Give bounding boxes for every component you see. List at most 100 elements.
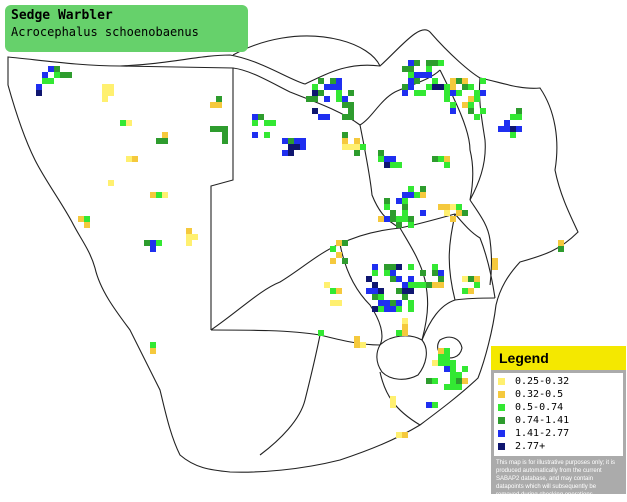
grid-cell bbox=[390, 270, 396, 276]
grid-cell bbox=[444, 84, 450, 90]
grid-cell bbox=[480, 108, 486, 114]
grid-cell bbox=[372, 306, 378, 312]
legend-swatch bbox=[498, 404, 505, 411]
grid-cell bbox=[462, 78, 468, 84]
grid-cell bbox=[450, 90, 456, 96]
grid-cell bbox=[396, 222, 402, 228]
grid-cell bbox=[468, 102, 474, 108]
grid-cell bbox=[432, 360, 438, 366]
grid-cell bbox=[396, 162, 402, 168]
legend-disclaimer: This map is for illustrative purposes on… bbox=[496, 460, 616, 498]
grid-cell bbox=[84, 222, 90, 228]
grid-cell bbox=[252, 114, 258, 120]
grid-cell bbox=[222, 138, 228, 144]
grid-cell bbox=[342, 114, 348, 120]
grid-cell bbox=[432, 60, 438, 66]
grid-cell bbox=[408, 66, 414, 72]
grid-cell bbox=[300, 138, 306, 144]
grid-cell bbox=[432, 264, 438, 270]
grid-cell bbox=[444, 210, 450, 216]
grid-cell bbox=[282, 138, 288, 144]
grid-cell bbox=[120, 120, 126, 126]
grid-cell bbox=[354, 138, 360, 144]
grid-cell bbox=[438, 348, 444, 354]
grid-cell bbox=[438, 360, 444, 366]
legend-swatch bbox=[498, 443, 505, 450]
grid-cell bbox=[282, 150, 288, 156]
grid-cell bbox=[450, 108, 456, 114]
grid-cell bbox=[378, 294, 384, 300]
grid-cell bbox=[408, 216, 414, 222]
grid-cell bbox=[78, 216, 84, 222]
grid-cell bbox=[396, 216, 402, 222]
grid-cell bbox=[210, 126, 216, 132]
grid-cell bbox=[462, 102, 468, 108]
grid-cell bbox=[252, 132, 258, 138]
grid-cell bbox=[408, 84, 414, 90]
grid-cell bbox=[348, 114, 354, 120]
grid-cell bbox=[456, 204, 462, 210]
grid-cell bbox=[384, 204, 390, 210]
grid-cell bbox=[516, 108, 522, 114]
grid-cell bbox=[426, 72, 432, 78]
grid-cell bbox=[438, 282, 444, 288]
grid-cell bbox=[252, 120, 258, 126]
grid-cell bbox=[468, 276, 474, 282]
grid-cell bbox=[336, 300, 342, 306]
grid-cell bbox=[336, 240, 342, 246]
grid-cell bbox=[36, 84, 42, 90]
grid-cell bbox=[330, 246, 336, 252]
grid-cell bbox=[156, 192, 162, 198]
grid-cell bbox=[390, 402, 396, 408]
grid-cell bbox=[402, 324, 408, 330]
grid-cell bbox=[354, 144, 360, 150]
legend-row: 1.41-2.77 bbox=[498, 427, 619, 440]
grid-cell bbox=[318, 90, 324, 96]
grid-cell bbox=[432, 282, 438, 288]
grid-cell bbox=[150, 348, 156, 354]
grid-cell bbox=[216, 102, 222, 108]
grid-cell bbox=[396, 330, 402, 336]
grid-cell bbox=[348, 108, 354, 114]
grid-cell bbox=[288, 150, 294, 156]
grid-cell bbox=[390, 210, 396, 216]
grid-cell bbox=[402, 318, 408, 324]
grid-cell bbox=[378, 306, 384, 312]
grid-cell bbox=[516, 114, 522, 120]
grid-cell bbox=[342, 258, 348, 264]
legend-swatch bbox=[498, 378, 505, 385]
grid-cell bbox=[408, 276, 414, 282]
grid-cell bbox=[378, 288, 384, 294]
grid-cell bbox=[432, 78, 438, 84]
grid-cell bbox=[366, 276, 372, 282]
grid-cell bbox=[258, 114, 264, 120]
grid-cell bbox=[456, 78, 462, 84]
grid-cell bbox=[390, 264, 396, 270]
grid-cell bbox=[450, 204, 456, 210]
grid-cell bbox=[108, 180, 114, 186]
grid-cell bbox=[372, 264, 378, 270]
grid-cell bbox=[456, 378, 462, 384]
grid-cell bbox=[396, 288, 402, 294]
grid-cell bbox=[294, 138, 300, 144]
grid-cell bbox=[42, 72, 48, 78]
grid-cell bbox=[408, 192, 414, 198]
grid-cell bbox=[324, 84, 330, 90]
grid-cell bbox=[444, 90, 450, 96]
grid-cell bbox=[102, 84, 108, 90]
grid-cell bbox=[318, 78, 324, 84]
legend-swatch bbox=[498, 417, 505, 424]
grid-cell bbox=[390, 396, 396, 402]
grid-cell bbox=[492, 258, 498, 264]
grid-cell bbox=[102, 90, 108, 96]
grid-cell bbox=[456, 210, 462, 216]
grid-cell bbox=[54, 66, 60, 72]
species-title-box: Sedge Warbler Acrocephalus schoenobaenus bbox=[5, 5, 248, 52]
grid-cell bbox=[390, 300, 396, 306]
grid-cell bbox=[426, 282, 432, 288]
grid-cell bbox=[330, 84, 336, 90]
grid-cell bbox=[354, 336, 360, 342]
grid-cell bbox=[330, 288, 336, 294]
grid-cell bbox=[402, 210, 408, 216]
